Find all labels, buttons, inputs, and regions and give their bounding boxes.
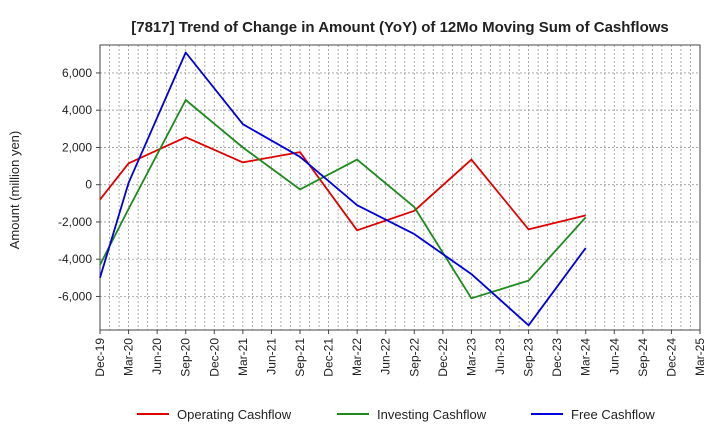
y-tick-label: -2,000 xyxy=(58,215,92,229)
x-tick-label: Mar-23 xyxy=(464,338,478,376)
x-tick-label: Dec-24 xyxy=(664,338,678,377)
y-tick-label: 4,000 xyxy=(62,103,92,117)
y-tick-label: 0 xyxy=(85,178,92,192)
x-tick-label: Sep-21 xyxy=(293,338,307,377)
plot-frame xyxy=(99,44,701,331)
series-line-free-cashflow xyxy=(99,51,587,327)
x-tick-label: Dec-22 xyxy=(436,338,450,377)
x-tick-label: Sep-23 xyxy=(522,338,536,377)
series-line-operating-cashflow xyxy=(99,136,586,232)
legend-label-free-cashflow: Free Cashflow xyxy=(571,407,655,422)
x-tick-label: Dec-21 xyxy=(322,338,336,377)
x-tick-label: Mar-25 xyxy=(693,338,707,376)
plot-area: -6,000 -4,000 -2,000 0 2,000 4,000 6,000 Dec-19… xyxy=(58,44,707,377)
x-tick-label: Jun-24 xyxy=(607,338,621,375)
x-tick-label: Mar-21 xyxy=(236,338,250,376)
y-tick-label: 2,000 xyxy=(62,140,92,154)
legend: Operating Cashflow Investing Cashflow Free… xyxy=(137,407,655,422)
x-tick-label: Dec-19 xyxy=(93,338,107,377)
x-tick-label: Mar-24 xyxy=(579,338,593,376)
x-tick-label: Dec-20 xyxy=(207,338,221,377)
series-line-investing-cashflow xyxy=(99,99,587,300)
x-tick-label: Jun-22 xyxy=(379,338,393,375)
x-tick-label: Sep-24 xyxy=(636,338,650,377)
y-tick-label: 6,000 xyxy=(62,66,92,80)
legend-label-operating-cashflow: Operating Cashflow xyxy=(177,407,292,422)
y-tick-label: -6,000 xyxy=(58,289,92,303)
x-tick-label: Sep-20 xyxy=(179,338,193,377)
y-axis-title: Amount (million yen) xyxy=(7,131,22,250)
x-tick-label: Mar-22 xyxy=(350,338,364,376)
x-tick-label: Sep-22 xyxy=(407,338,421,377)
chart-title: [7817] Trend of Change in Amount (YoY) o… xyxy=(131,19,669,36)
x-tick-label: Jun-21 xyxy=(264,338,278,375)
legend-label-investing-cashflow: Investing Cashflow xyxy=(377,407,487,422)
y-tick-label: -4,000 xyxy=(58,252,92,266)
x-tick-label: Mar-20 xyxy=(122,338,136,376)
x-tick-label: Dec-23 xyxy=(550,338,564,377)
x-tick-label: Jun-23 xyxy=(493,338,507,375)
x-tick-label: Jun-20 xyxy=(150,338,164,375)
